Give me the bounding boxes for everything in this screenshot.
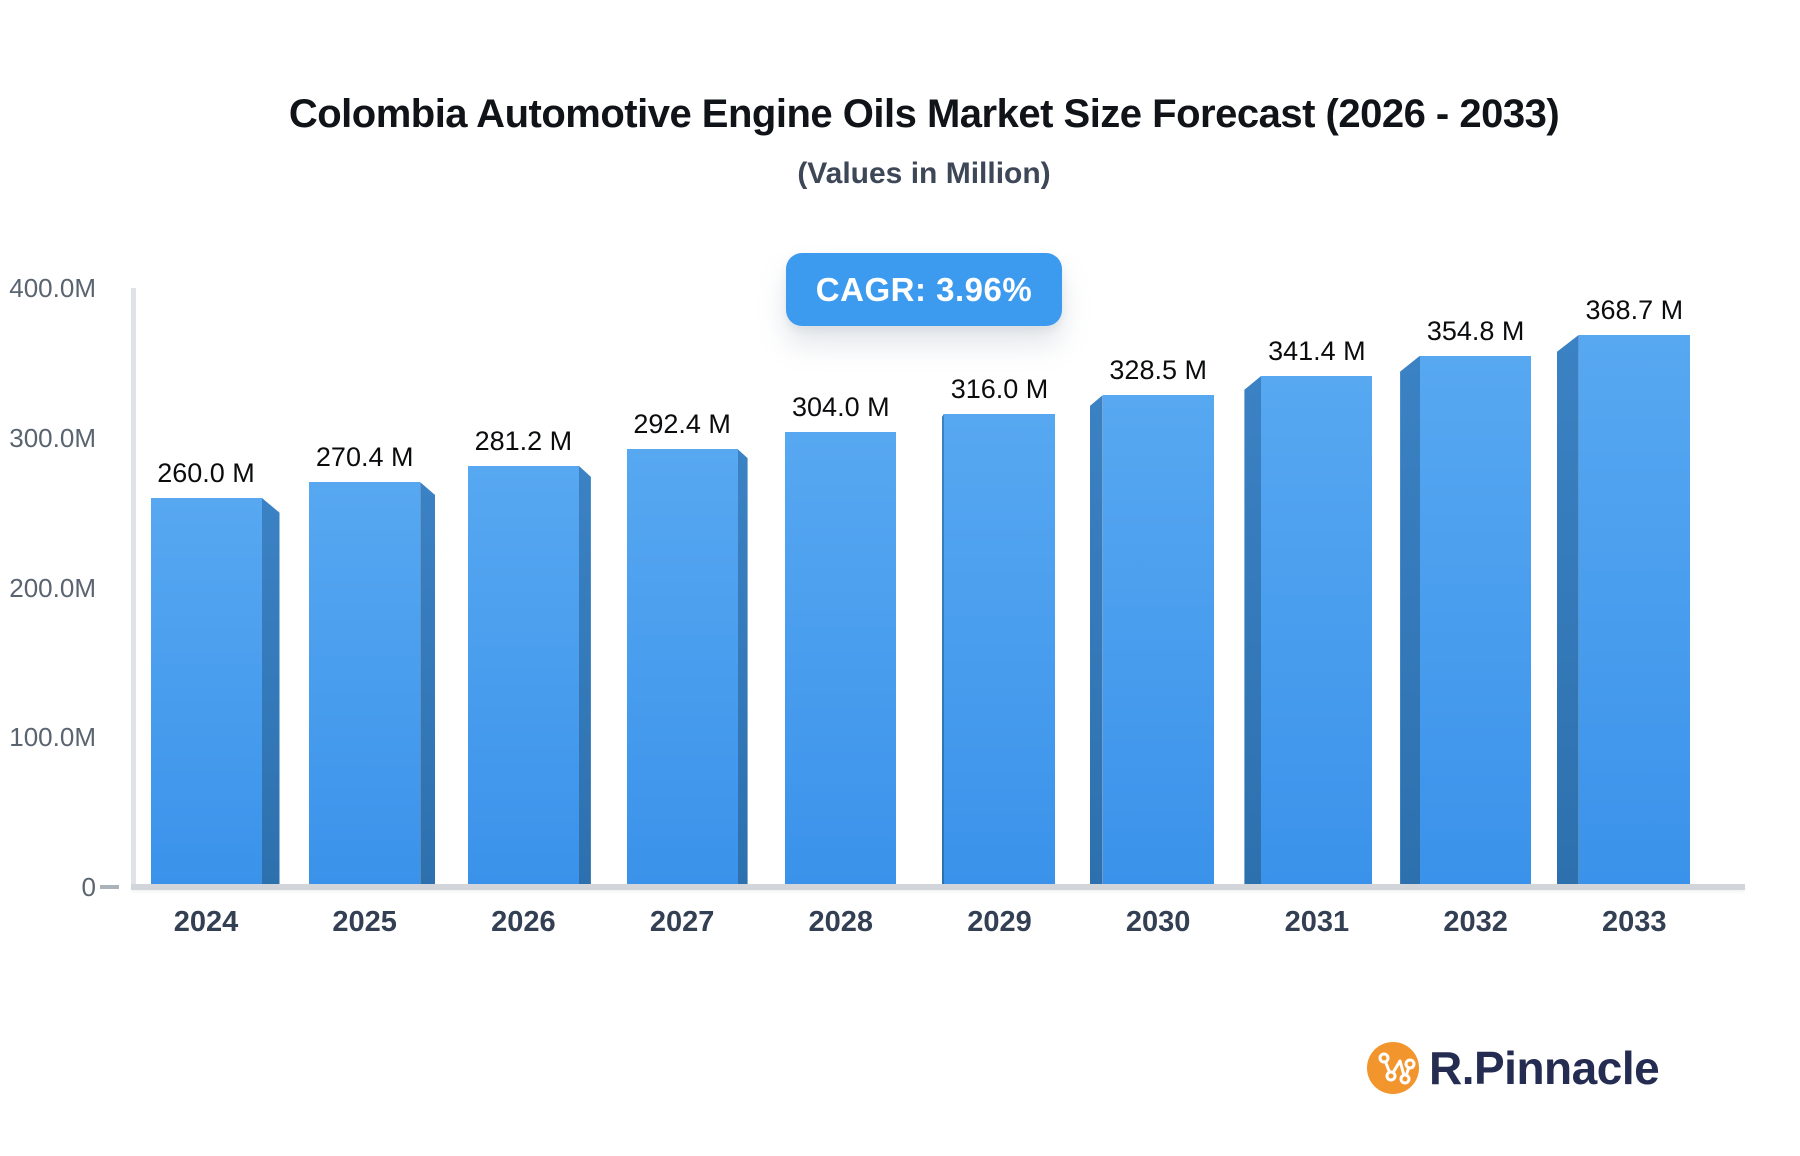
bar-value-label-2027: 292.4 M	[633, 409, 731, 440]
bar-side-2025	[420, 482, 436, 889]
bar-side-2030	[1089, 395, 1103, 889]
bar-side-2029	[942, 413, 944, 889]
y-tick-label-0: 0	[81, 872, 96, 902]
bar-2026	[467, 465, 579, 889]
logo-icon	[1367, 1042, 1419, 1094]
x-tick-label-2031: 2031	[1284, 906, 1350, 938]
cagr-badge: CAGR: 3.96%	[786, 253, 1062, 326]
y-tick-label-100: 100.0M	[9, 722, 96, 753]
bar-value-label-2030: 328.5 M	[1109, 355, 1207, 386]
x-tick-label-2026: 2026	[491, 906, 556, 938]
chart-subtitle: (Values in Million)	[797, 157, 1051, 190]
x-axis-line	[131, 884, 1745, 890]
x-tick-label-2027: 2027	[649, 906, 715, 938]
bar-2030	[1102, 395, 1214, 889]
bar-2029	[944, 413, 1055, 889]
bar-2031	[1261, 375, 1373, 889]
bar-side-2024	[261, 497, 280, 889]
x-tick-label-2024: 2024	[173, 906, 239, 938]
bar-side-2026	[578, 465, 591, 889]
bar-side-2032	[1400, 355, 1421, 889]
y-axis-line	[131, 288, 136, 889]
bar-value-label-2033: 368.7 M	[1585, 294, 1684, 325]
bar-2027	[626, 449, 738, 889]
x-tick-label-2028: 2028	[808, 906, 874, 938]
x-tick-label-2033: 2033	[1602, 906, 1667, 938]
bar-value-label-2031: 341.4 M	[1268, 335, 1366, 366]
brand-logo: R.Pinnacle	[1367, 1041, 1660, 1095]
bar-2028	[785, 431, 897, 889]
bar-side-2031	[1244, 375, 1262, 889]
bar-value-label-2024: 260.0 M	[157, 457, 255, 488]
bar-value-label-2026: 281.2 M	[474, 425, 573, 456]
chart-title: Colombia Automotive Engine Oils Market S…	[288, 92, 1560, 136]
y-tick-label-200: 200.0M	[9, 572, 96, 603]
bar-value-label-2028: 304.0 M	[792, 391, 890, 422]
y-tick-label-300: 300.0M	[9, 422, 96, 453]
y-tick-label-400: 400.0M	[9, 273, 96, 303]
x-tick-label-2030: 2030	[1125, 906, 1191, 938]
bar-side-2033	[1556, 334, 1579, 889]
x-tick-label-2025: 2025	[332, 906, 397, 938]
bar-2032	[1420, 355, 1532, 889]
bar-value-label-2025: 270.4 M	[315, 442, 414, 473]
zero-tick-mark	[100, 885, 119, 889]
bar-value-label-2029: 316.0 M	[950, 373, 1049, 404]
bar-2024	[150, 497, 262, 889]
x-tick-label-2032: 2032	[1443, 906, 1508, 938]
bar-side-2027	[737, 449, 748, 889]
logo-text: R.Pinnacle	[1429, 1042, 1660, 1094]
x-tick-label-2029: 2029	[967, 906, 1032, 938]
bar-2033	[1578, 334, 1690, 889]
bar-2025	[309, 482, 421, 889]
bar-value-label-2032: 354.8 M	[1426, 315, 1525, 346]
